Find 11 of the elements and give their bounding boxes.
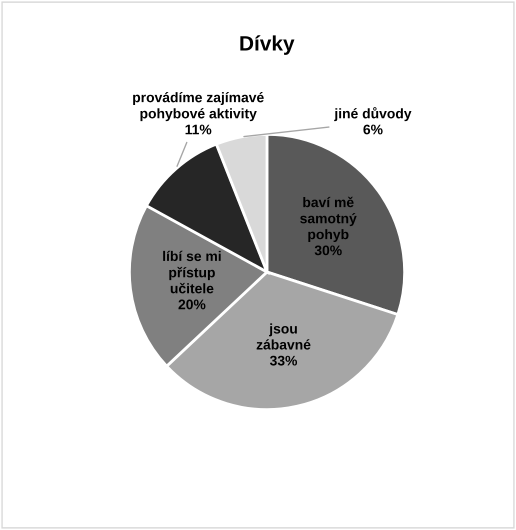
data-label: 33% bbox=[270, 356, 298, 366]
chart-title: Dívky bbox=[240, 35, 294, 55]
data-label: 6% bbox=[363, 124, 383, 134]
slice-label: baví mě samotný pohyb bbox=[300, 196, 357, 242]
slice-label: líbí se mi přístup učitele bbox=[163, 250, 221, 294]
data-label: 20% bbox=[178, 300, 206, 310]
slice-label: jiné důvody bbox=[334, 107, 412, 122]
slice-label: provádíme zajímavé pohybové aktivity bbox=[133, 92, 264, 122]
slice-label: jsou zábavné bbox=[256, 323, 310, 350]
data-label: 30% bbox=[314, 245, 342, 256]
data-label: 11% bbox=[186, 124, 212, 134]
